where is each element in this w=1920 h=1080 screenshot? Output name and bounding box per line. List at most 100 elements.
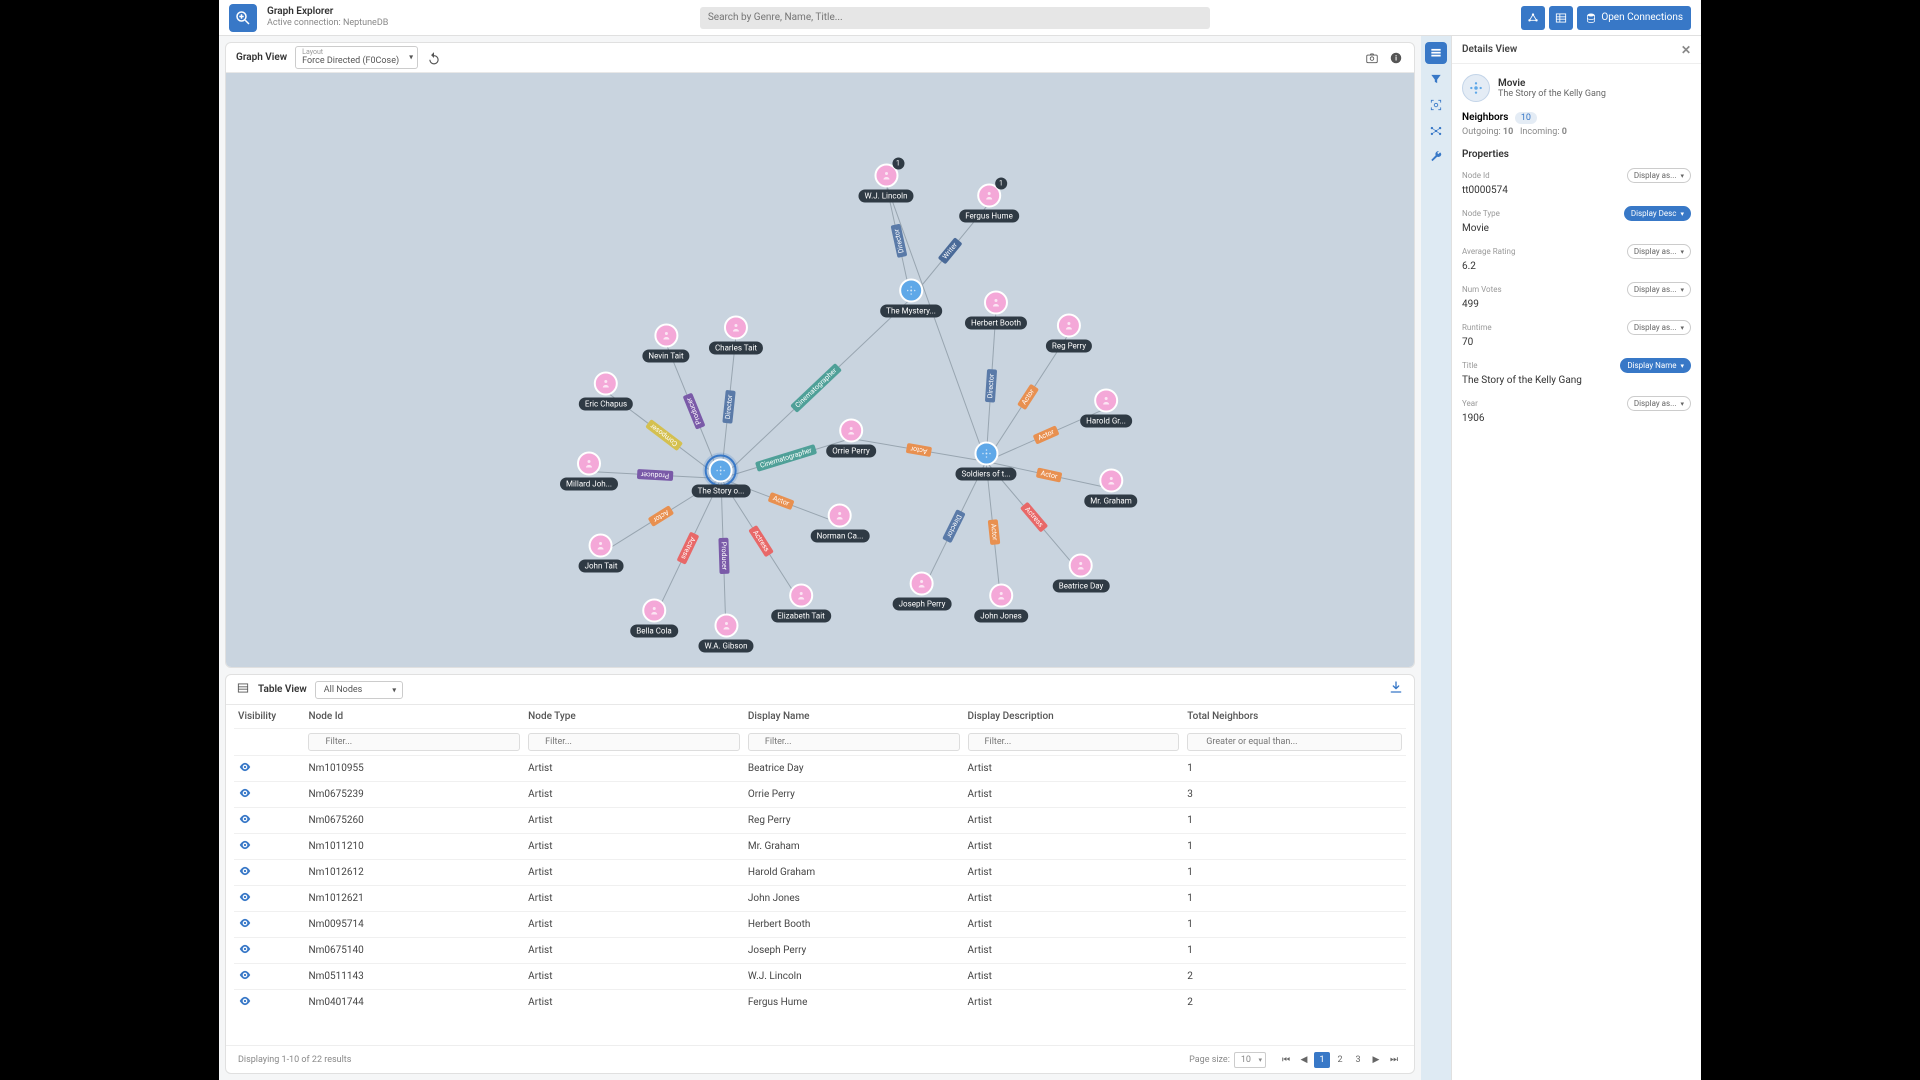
display-as-button[interactable]: Display as... [1627,244,1691,259]
eye-icon [238,916,252,930]
graph-node[interactable]: Herbert Booth [965,291,1027,330]
column-header[interactable]: Node Type [524,705,744,729]
graph-node[interactable]: 1Fergus Hume [959,184,1019,223]
pager-page-button[interactable]: 2 [1332,1052,1348,1068]
graph-node[interactable]: John Tait [579,534,624,573]
graph-node[interactable]: Beatrice Day [1053,554,1110,593]
graph-node[interactable]: The Story o... [692,459,751,498]
display-as-button[interactable]: Display Name [1620,358,1691,373]
rail-settings-button[interactable] [1425,146,1447,168]
table-row[interactable]: Nm0675239ArtistOrrie PerryArtist3 [234,782,1406,808]
column-filter-input[interactable] [1187,733,1402,751]
column-filter-input[interactable] [748,733,960,751]
column-filter-input[interactable] [528,733,740,751]
pager-page-button[interactable]: 3 [1350,1052,1366,1068]
column-filter-input[interactable] [308,733,520,751]
display-as-button[interactable]: Display as... [1627,320,1691,335]
graph-node[interactable]: John Jones [974,584,1028,623]
page-size-control: Page size: 10 [1189,1052,1266,1068]
visibility-toggle[interactable] [238,766,252,777]
edge-label: Producer [682,392,705,429]
visibility-toggle[interactable] [238,974,252,985]
list-icon [1429,46,1443,60]
download-button[interactable] [1388,680,1404,700]
graph-node[interactable]: Charles Tait [709,316,763,355]
cell-display-desc: Artist [964,938,1184,964]
graph-node[interactable]: Harold Gr... [1080,389,1132,428]
display-as-button[interactable]: Display as... [1627,168,1691,183]
visibility-toggle[interactable] [238,896,252,907]
table-row[interactable]: Nm1011210ArtistMr. GrahamArtist1 [234,834,1406,860]
edge-label: Actress [676,532,699,565]
table-row[interactable]: Nm0095714ArtistHerbert BoothArtist1 [234,912,1406,938]
info-icon: i [1389,51,1403,65]
cell-neighbors: 1 [1183,860,1406,886]
table-row[interactable]: Nm1012612ArtistHarold GrahamArtist1 [234,860,1406,886]
column-header[interactable]: Node Id [304,705,524,729]
entity-header: Movie The Story of the Kelly Gang [1462,74,1691,102]
artist-node-icon [654,324,678,348]
graph-node[interactable]: Millard Joh... [560,452,618,491]
graph-node[interactable]: W.A. Gibson [698,614,753,653]
graph-node[interactable]: Reg Perry [1046,314,1092,353]
graph-node[interactable]: Eric Chapus [579,372,633,411]
table-row[interactable]: Nm0401744ArtistFergus HumeArtist2 [234,990,1406,1016]
graph-node[interactable]: Elizabeth Tait [771,584,831,623]
column-header[interactable]: Visibility [234,705,304,729]
table-row[interactable]: Nm1012621ArtistJohn JonesArtist1 [234,886,1406,912]
close-details-button[interactable]: ✕ [1681,43,1691,57]
rail-details-button[interactable] [1425,42,1447,64]
pager-next-button[interactable]: ▶ [1368,1052,1384,1068]
column-header[interactable]: Total Neighbors [1183,705,1406,729]
graph-node[interactable]: Joseph Perry [893,572,952,611]
pager-prev-button[interactable]: ⏮ [1278,1052,1294,1068]
table-row[interactable]: Nm1010955ArtistBeatrice DayArtist1 [234,756,1406,782]
search-input[interactable] [700,7,1210,29]
table-row[interactable]: Nm0675260ArtistReg PerryArtist1 [234,808,1406,834]
page-size-selector[interactable]: 10 [1234,1052,1266,1068]
visibility-toggle[interactable] [238,792,252,803]
graph-node[interactable]: The Mystery... [880,279,942,318]
graph-node[interactable]: Mr. Graham [1084,469,1137,508]
graph-node[interactable]: Norman Ca... [811,504,870,543]
column-filter-input[interactable] [968,733,1180,751]
graph-view-toggle-button[interactable] [1521,6,1545,30]
visibility-toggle[interactable] [238,1000,252,1011]
display-as-button[interactable]: Display as... [1627,396,1691,411]
rail-expand-button[interactable] [1425,94,1447,116]
layout-selector[interactable]: Layout Force Directed (F0Cose) [295,46,418,70]
graph-node[interactable]: Orrie Perry [826,419,876,458]
cell-display-name: Mr. Graham [744,834,964,860]
screenshot-button[interactable] [1364,50,1380,66]
table-row[interactable]: Nm0675140ArtistJoseph PerryArtist1 [234,938,1406,964]
graph-node[interactable]: Bella Cola [630,599,678,638]
open-connections-button[interactable]: Open Connections [1577,6,1691,30]
pager-next-button[interactable]: ⏭ [1386,1052,1402,1068]
rail-filter-button[interactable] [1425,68,1447,90]
visibility-toggle[interactable] [238,818,252,829]
graph-canvas[interactable]: DirectorWriterCinematographerProducerDir… [226,73,1414,667]
cell-node-id: Nm0095714 [304,912,524,938]
visibility-toggle[interactable] [238,844,252,855]
graph-node[interactable]: 1W.J. Lincoln [858,164,913,203]
graph-node[interactable]: Nevin Tait [642,324,689,363]
visibility-toggle[interactable] [238,922,252,933]
reset-layout-button[interactable] [426,50,442,66]
pager-prev-button[interactable]: ◀ [1296,1052,1312,1068]
graph-node[interactable]: Soldiers of t... [955,442,1016,481]
property-row: Num VotesDisplay as...499 [1462,282,1691,310]
column-header[interactable]: Display Name [744,705,964,729]
display-as-button[interactable]: Display as... [1627,282,1691,297]
visibility-toggle[interactable] [238,948,252,959]
cell-display-name: Beatrice Day [744,756,964,782]
table-row[interactable]: Nm0511143ArtistW.J. LincolnArtist2 [234,964,1406,990]
cell-neighbors: 1 [1183,808,1406,834]
visibility-toggle[interactable] [238,870,252,881]
table-view-toggle-button[interactable] [1549,6,1573,30]
rail-network-button[interactable] [1425,120,1447,142]
info-button[interactable]: i [1388,50,1404,66]
table-scope-selector[interactable]: All Nodes [315,681,404,699]
display-as-button[interactable]: Display Desc [1624,206,1691,221]
pager-page-button[interactable]: 1 [1314,1052,1330,1068]
column-header[interactable]: Display Description [964,705,1184,729]
